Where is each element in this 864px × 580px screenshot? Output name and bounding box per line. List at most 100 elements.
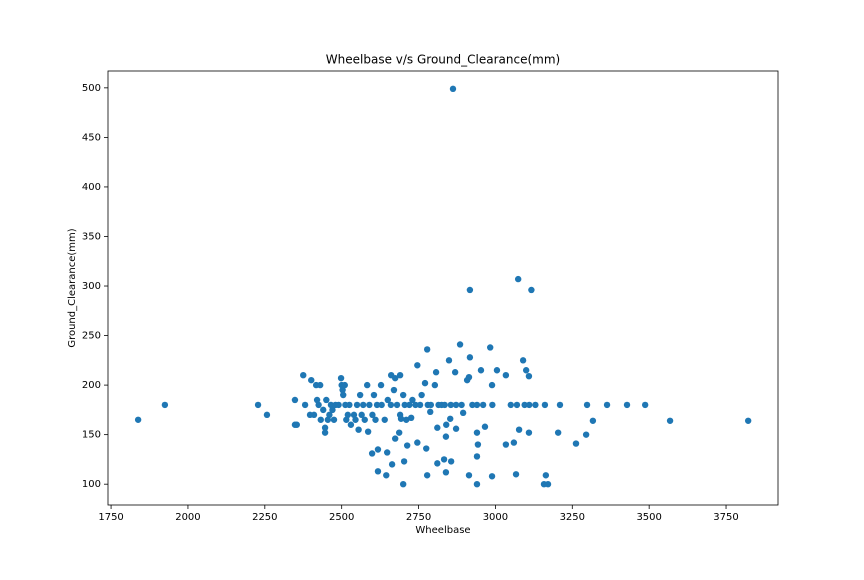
- scatter-point: [352, 416, 359, 423]
- scatter-point: [441, 401, 448, 409]
- scatter-point: [452, 401, 460, 409]
- x-tick-label: 1750: [98, 512, 123, 523]
- scatter-point: [447, 458, 455, 465]
- scatter-point: [466, 286, 474, 294]
- scatter-point: [481, 423, 489, 430]
- scatter-point: [406, 401, 413, 409]
- scatter-point: [515, 426, 523, 433]
- scatter-point: [421, 379, 429, 387]
- scatter-point: [399, 480, 407, 488]
- y-tick-label: 400: [82, 182, 101, 193]
- scatter-point: [459, 409, 467, 417]
- scatter-point: [521, 401, 528, 409]
- scatter-point: [473, 453, 481, 460]
- scatter-point: [583, 401, 591, 409]
- scatter-point: [416, 401, 424, 409]
- scatter-point: [383, 472, 390, 479]
- scatter-point: [465, 373, 473, 381]
- scatter-point: [474, 441, 482, 448]
- scatter-point: [364, 381, 371, 389]
- scatter-point: [554, 429, 562, 436]
- scatter-point: [532, 401, 539, 409]
- scatter-point: [339, 386, 346, 394]
- x-tick-label: 2250: [252, 512, 277, 523]
- scatter-point: [315, 401, 322, 409]
- scatter-point: [623, 401, 631, 409]
- scatter-point: [388, 461, 396, 468]
- scatter-point: [589, 417, 597, 424]
- scatter-point: [341, 381, 348, 389]
- scatter-point: [324, 416, 332, 423]
- scatter-point: [432, 369, 440, 376]
- scatter-point: [263, 411, 271, 419]
- scatter-point: [361, 416, 368, 423]
- x-tick-label: 3000: [483, 512, 508, 523]
- scatter-point: [522, 367, 530, 374]
- scatter-point: [412, 401, 419, 409]
- scatter-point: [321, 424, 329, 431]
- scatter-point: [423, 346, 431, 353]
- scatter-point: [414, 362, 421, 369]
- scatter-point: [364, 428, 372, 435]
- scatter-point: [572, 440, 580, 447]
- y-tick-label: 150: [82, 430, 101, 441]
- scatter-point: [442, 469, 450, 476]
- scatter-point: [514, 275, 522, 283]
- scatter-point: [393, 401, 401, 409]
- x-tick-label: 3250: [560, 512, 585, 523]
- y-tick-label: 250: [82, 331, 101, 342]
- y-tick-label: 300: [82, 281, 101, 292]
- scatter-point: [161, 401, 169, 409]
- scatter-point: [666, 417, 674, 424]
- scatter-point: [353, 401, 361, 409]
- scatter-point: [344, 411, 352, 419]
- scatter-point: [466, 354, 474, 361]
- scatter-point: [317, 416, 324, 423]
- scatter-point: [355, 426, 362, 433]
- scatter-point: [434, 424, 441, 431]
- x-tick-label: 2750: [406, 512, 431, 523]
- scatter-point: [320, 406, 327, 414]
- scatter-point: [374, 446, 382, 453]
- scatter-point: [343, 416, 350, 423]
- scatter-point: [310, 411, 318, 419]
- scatter-point: [329, 406, 336, 414]
- x-tick-label: 3500: [636, 512, 661, 523]
- scatter-point: [582, 431, 590, 438]
- scatter-point: [323, 396, 330, 404]
- scatter-point: [423, 472, 431, 479]
- scatter-point: [373, 401, 381, 409]
- scatter-point: [473, 429, 481, 436]
- scatter-point: [440, 456, 448, 463]
- scatter-point: [316, 381, 324, 389]
- scatter-point: [528, 286, 535, 294]
- scatter-point: [469, 401, 476, 409]
- chart-title: Wheelbase v/s Ground_Clearance(mm): [326, 53, 560, 67]
- scatter-point: [451, 369, 459, 376]
- x-tick-label: 3750: [713, 512, 738, 523]
- scatter-point: [414, 439, 421, 446]
- scatter-point: [313, 396, 321, 404]
- scatter-point: [321, 429, 329, 436]
- scatter-point: [427, 408, 434, 416]
- scatter-point: [525, 429, 533, 436]
- scatter-point: [370, 391, 378, 399]
- scatter-point: [403, 416, 410, 423]
- scatter-point: [293, 421, 300, 428]
- scatter-point: [384, 396, 392, 404]
- scatter-point: [493, 367, 501, 374]
- scatter-point: [347, 421, 355, 428]
- scatter-point: [326, 411, 333, 419]
- scatter-point: [377, 381, 385, 389]
- x-axis-label: Wheelbase: [415, 525, 470, 536]
- y-tick-label: 450: [82, 132, 101, 143]
- scatter-point: [442, 433, 450, 440]
- scatter-point: [452, 425, 460, 432]
- scatter-point: [358, 411, 365, 419]
- y-axis-label: Ground_Clearance(mm): [67, 228, 78, 347]
- scatter-point: [447, 401, 455, 409]
- scatter-point: [340, 391, 347, 399]
- scatter-point: [254, 401, 262, 409]
- x-tick-label: 2500: [329, 512, 354, 523]
- scatter-point: [434, 460, 441, 467]
